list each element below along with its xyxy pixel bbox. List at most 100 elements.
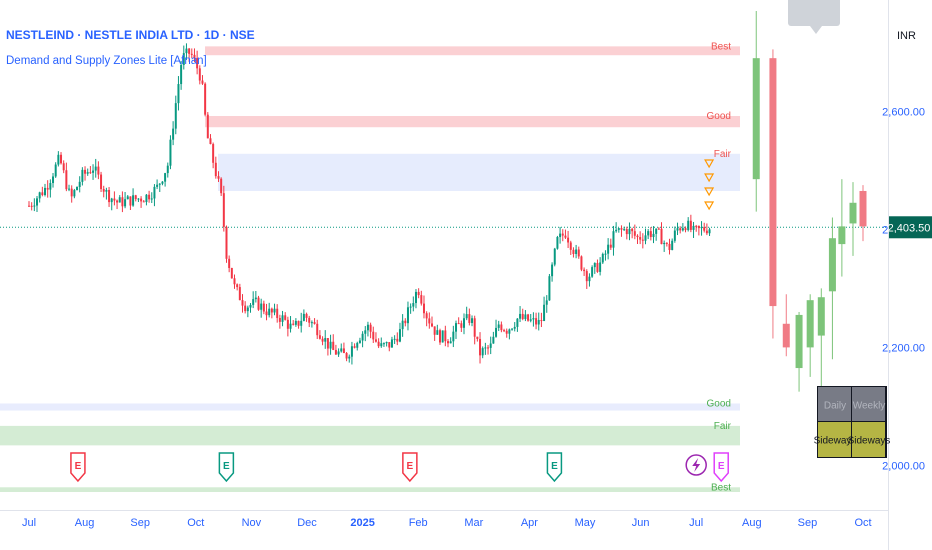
candle-body [145,194,148,203]
candle-body [68,188,71,190]
candle-body [236,284,239,288]
earnings-marker-label: E [223,461,230,472]
candle-body [473,318,476,337]
candle-body [81,169,84,182]
candle-body [687,220,690,231]
candle-body [463,318,466,328]
candle-body [438,330,441,343]
candle-body [422,303,425,314]
candle-body [166,165,169,174]
x-tick-label: Jul [22,517,36,529]
candle-body [505,330,508,334]
zone-label-demand-best: Best [711,482,731,493]
candle-body [649,231,652,238]
candle-body [388,342,391,348]
candle-body [118,197,121,203]
candle-body [596,262,599,272]
candle-body [588,276,591,282]
zone-supply-good [205,116,740,128]
trend-table-value: Sideways [814,436,857,447]
candle-body [671,240,674,250]
candle-body [575,249,578,254]
candle-body [228,258,231,268]
candle-body [134,195,137,200]
indicator-label[interactable]: Demand and Supply Zones Lite [Afnan] [6,55,207,67]
candle-body [524,314,527,320]
zone-label-supply-fair: Fair [714,149,732,160]
candle-body [209,138,212,145]
candle-body [681,228,684,231]
x-tick-label: Sep [130,517,150,529]
candle-body [406,307,409,324]
candle-body [372,331,375,340]
candle-body [500,324,503,331]
candle-body [260,303,263,310]
earnings-marker-icon [402,452,418,483]
candle-body [292,323,295,325]
projection-candle [859,190,867,227]
zone-demand-good [0,403,740,411]
candle-body [420,295,423,304]
candle-body [94,166,97,171]
candle-body [129,196,132,206]
candle-body [252,299,255,305]
candle-body [449,341,452,344]
candle-body [321,338,324,342]
zone-demand-fair [0,425,740,446]
candle-body [174,103,177,129]
candle-body [316,323,319,336]
candle-body [636,235,639,238]
candle-body [278,317,281,322]
zone-label-supply-good: Good [707,111,731,122]
currency-label[interactable]: INR [897,30,916,42]
tooltip-bubble-icon [788,0,840,34]
earnings-marker-icon [713,452,729,483]
candle-body [647,231,650,236]
candle-body [97,166,100,175]
candle-body [305,313,308,318]
projection-candle [817,297,825,336]
earnings-marker-label: E [75,461,82,472]
candle-body [105,189,108,192]
candle-body [140,198,143,202]
signal-arrow-icon [704,187,715,197]
candle-body [353,346,356,348]
candle-body [41,192,44,196]
candle-body [567,237,570,243]
earnings-marker-label: E [551,461,558,472]
candle-body [660,228,663,245]
candle-body [479,338,482,356]
earnings-marker-icon [546,452,563,483]
chart-title[interactable]: NESTLEIND · NESTLE INDIA LTD · 1D · NSE [6,28,255,42]
projection-candle [838,226,846,245]
candle-body [30,205,33,207]
earnings-marker-icon [70,452,86,483]
trend-table-header: Weekly [853,401,886,412]
projection-candle [849,202,857,224]
candle-body [668,243,671,250]
candle-body [57,154,60,165]
candle-body [455,323,458,332]
projection-candle [752,58,760,180]
candle-body [401,320,404,330]
candle-body [254,297,257,300]
candle-body [425,313,428,319]
candle-body [177,84,180,104]
candle-body [444,330,447,342]
candle-body [201,80,204,84]
signal-arrow-icon [704,173,715,183]
candle-body [468,314,471,323]
candle-body [457,323,460,325]
candle-body [380,343,383,347]
x-tick-label: Apr [521,517,538,529]
daily-candles [28,43,711,365]
candle-body [543,304,546,322]
candle-body [508,329,511,334]
candle-body [591,267,594,277]
price-axis-panel [888,0,932,550]
candle-body [561,233,564,236]
candle-body [196,57,199,69]
candle-body [78,181,81,188]
candle-body [684,228,687,231]
